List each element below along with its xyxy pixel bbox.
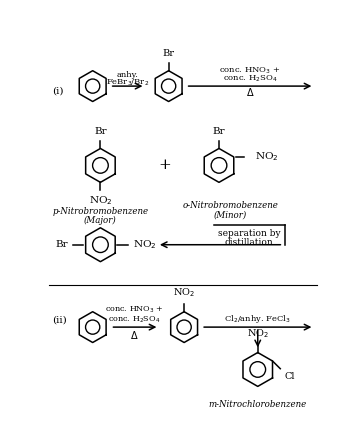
Text: $\Delta$: $\Delta$ [246,86,254,98]
Text: Cl: Cl [285,372,295,381]
Text: NO$_2$: NO$_2$ [133,238,156,251]
Text: Br: Br [94,127,107,136]
Text: separation by: separation by [218,228,281,238]
Text: (Minor): (Minor) [214,210,247,219]
Text: conc. HNO$_3$ +: conc. HNO$_3$ + [105,305,164,315]
Text: Br: Br [163,49,175,58]
Text: o-Nitrobromobenzene: o-Nitrobromobenzene [183,201,278,210]
Text: conc. H$_2$SO$_4$: conc. H$_2$SO$_4$ [223,74,277,84]
Text: (i): (i) [52,86,64,95]
Text: p-Nitrobromobenzene: p-Nitrobromobenzene [52,207,149,216]
Text: $\Delta$: $\Delta$ [130,329,139,341]
Text: distillation: distillation [225,238,273,247]
Text: +: + [159,159,171,172]
Text: NO$_2$: NO$_2$ [173,287,195,299]
Text: conc. H$_2$SO$_4$: conc. H$_2$SO$_4$ [109,314,161,325]
Text: m-Nitrochlorobenzene: m-Nitrochlorobenzene [208,401,307,409]
Text: anhy.: anhy. [117,71,139,79]
Text: conc. HNO$_3$ +: conc. HNO$_3$ + [219,65,281,76]
Text: FeBr$_3$/Br$_2$: FeBr$_3$/Br$_2$ [106,78,149,88]
Text: (ii): (ii) [52,315,67,324]
Text: NO$_2$: NO$_2$ [247,327,269,340]
Text: Cl$_2$/anhy. FeCl$_3$: Cl$_2$/anhy. FeCl$_3$ [224,314,291,325]
Text: NO$_2$: NO$_2$ [255,151,279,164]
Text: Br: Br [55,240,68,249]
Text: (Major): (Major) [84,216,117,225]
Text: NO$_2$: NO$_2$ [89,195,112,207]
Text: Br: Br [213,127,225,136]
